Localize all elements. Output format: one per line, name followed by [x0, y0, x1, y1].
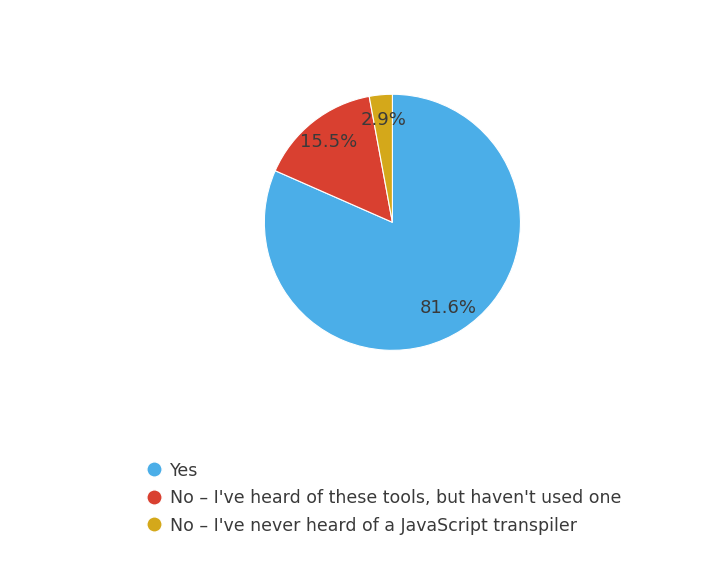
Text: 15.5%: 15.5%: [300, 133, 358, 151]
Wedge shape: [264, 94, 521, 351]
Text: 2.9%: 2.9%: [360, 111, 406, 129]
Text: 81.6%: 81.6%: [420, 299, 477, 317]
Wedge shape: [275, 96, 392, 222]
Legend: Yes, No – I've heard of these tools, but haven't used one, No – I've never heard: Yes, No – I've heard of these tools, but…: [143, 455, 629, 542]
Wedge shape: [369, 94, 392, 222]
